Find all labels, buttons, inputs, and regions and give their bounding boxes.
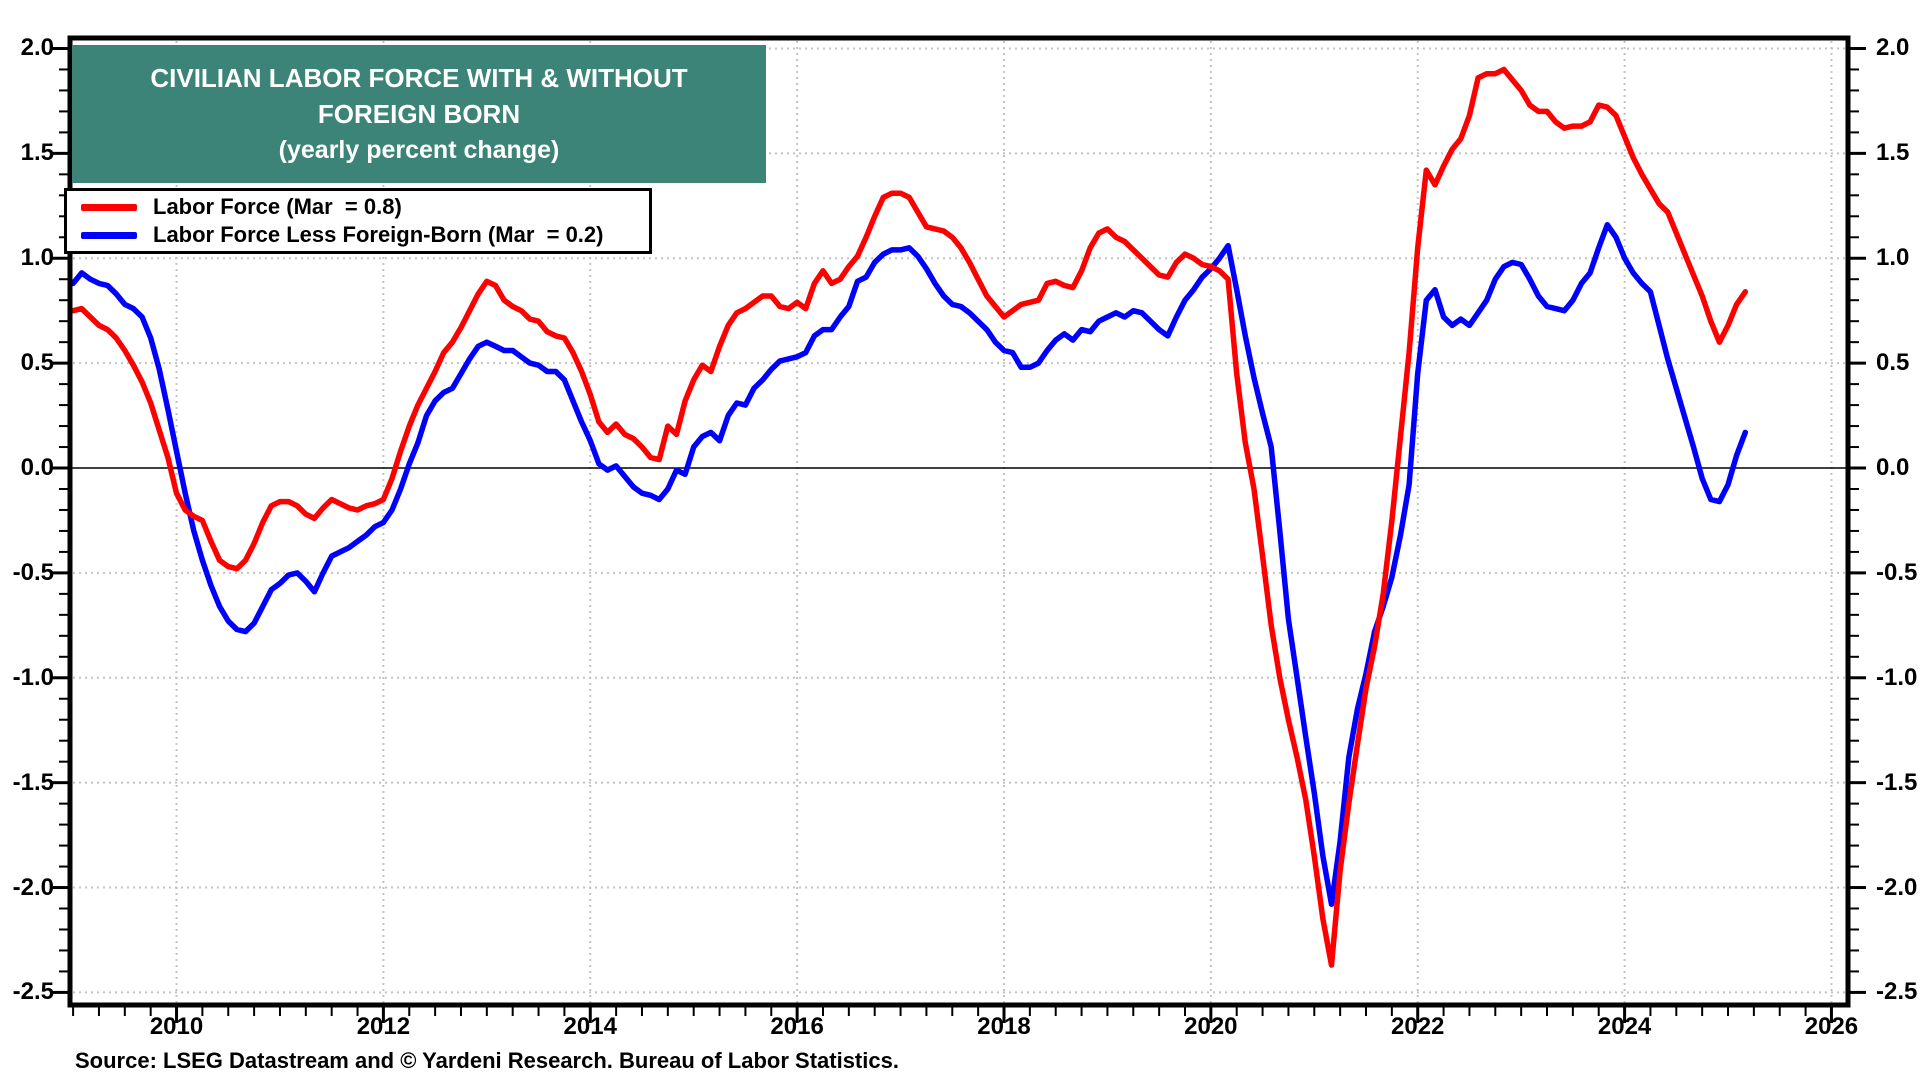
legend-label: Labor Force (Mar = 0.8) [153, 194, 402, 219]
x-axis-tick-label: 2010 [149, 1013, 204, 1040]
y-axis-tick-label-right: -1.0 [1876, 663, 1918, 691]
y-axis-tick-label-left: 1.0 [20, 244, 54, 272]
legend-item-labor-force-less-foreign-born: Labor Force Less Foreign-Born (Mar = 0.2… [67, 222, 649, 248]
legend: Labor Force (Mar = 0.8) Labor Force Less… [64, 188, 652, 254]
y-axis-tick-label-left: -2.0 [12, 873, 54, 901]
y-axis-tick-label-right: -2.5 [1876, 978, 1918, 1006]
x-axis-tick-label: 2024 [1597, 1013, 1652, 1040]
x-axis-tick-label: 2022 [1391, 1013, 1445, 1040]
blue-line-swatch-icon [81, 231, 137, 239]
x-axis-tick-label: 2018 [977, 1013, 1031, 1040]
y-axis-tick-label-left: 0.0 [20, 454, 54, 481]
legend-item-labor-force: Labor Force (Mar = 0.8) [67, 194, 649, 220]
y-axis-tick-label-left: 2.0 [20, 34, 54, 62]
y-axis-tick-label-left: -1.0 [12, 663, 54, 691]
x-axis-tick-label: 2020 [1184, 1013, 1238, 1040]
source-note: Source: LSEG Datastream and © Yardeni Re… [75, 1048, 899, 1073]
y-axis-tick-label-left: 0.5 [20, 349, 54, 377]
red-line-swatch-icon [81, 203, 137, 211]
y-axis-tick-label-right: -1.5 [1876, 768, 1918, 796]
chart-subtitle: (yearly percent change) [278, 136, 560, 164]
y-axis-tick-label-right: 0.5 [1876, 349, 1910, 377]
chart-title-box: CIVILIAN LABOR FORCE WITH & WITHOUT FORE… [72, 45, 766, 183]
chart-title-line-2: FOREIGN BORN [317, 99, 521, 129]
chart-title-line-1: CIVILIAN LABOR FORCE WITH & WITHOUT [150, 63, 688, 93]
x-axis-tick-label: 2016 [770, 1013, 824, 1040]
y-axis-tick-label-right: -0.5 [1876, 558, 1918, 586]
legend-label: Labor Force Less Foreign-Born (Mar = 0.2… [153, 222, 604, 247]
y-axis-tick-label-left: -0.5 [12, 558, 54, 586]
y-axis-tick-label-left: -2.5 [12, 978, 54, 1006]
x-axis-tick-label: 2014 [563, 1013, 617, 1040]
y-axis-tick-label-left: 1.5 [20, 139, 54, 167]
y-axis-tick-label-right: -2.0 [1876, 873, 1918, 901]
y-axis-tick-label-left: -1.5 [12, 768, 54, 796]
x-axis-tick-label: 2012 [356, 1013, 411, 1040]
y-axis-tick-label-right: 1.0 [1876, 244, 1910, 272]
y-axis-tick-label-right: 1.5 [1876, 139, 1910, 167]
x-axis-tick-label: 2026 [1804, 1013, 1859, 1040]
y-axis-tick-label-right: 2.0 [1876, 34, 1910, 62]
y-axis-tick-label-right: 0.0 [1876, 454, 1910, 481]
